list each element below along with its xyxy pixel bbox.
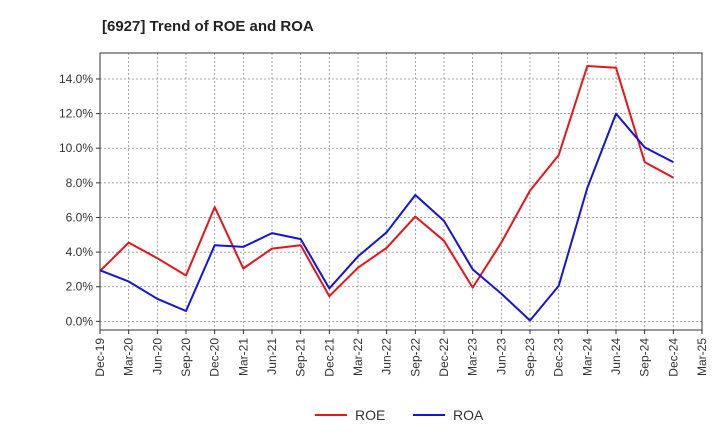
- grid-lines: [100, 53, 702, 330]
- y-tick-label: 10.0%: [59, 141, 93, 155]
- plot-frame: [99, 52, 703, 331]
- x-tick-label: Dec-22: [437, 338, 451, 377]
- series-line-roa: [99, 112, 674, 322]
- x-tick-label: Dec-24: [666, 338, 680, 377]
- legend: ROE ROA: [315, 407, 484, 423]
- x-tick-label: Sep-24: [638, 338, 652, 377]
- x-tick-label: Sep-20: [179, 338, 193, 377]
- y-tick-label: 0.0%: [66, 314, 94, 328]
- x-tick-label: Dec-23: [552, 338, 566, 377]
- series-layer: [99, 65, 674, 322]
- y-tick-label: 8.0%: [66, 176, 94, 190]
- x-tick-label: Dec-19: [93, 338, 107, 377]
- x-tick-label: Sep-21: [294, 338, 308, 377]
- axes: 0.0% 2.0% 4.0% 6.0% 8.0% 10.0% 12.0% 14.0% Dec-1…: [59, 52, 709, 377]
- x-tick-label: Mar-22: [351, 338, 365, 376]
- plot-area: [100, 53, 702, 330]
- x-tick-label: Jun-23: [494, 338, 508, 375]
- x-tick-label: Jun-21: [265, 338, 279, 375]
- x-tick-label: Sep-22: [408, 338, 422, 377]
- series-line-roe: [99, 65, 674, 298]
- chart-title: [6927] Trend of ROE and ROA: [102, 18, 314, 35]
- y-tick-label: 2.0%: [66, 280, 94, 294]
- x-tick-label: Mar-23: [466, 338, 480, 376]
- y-tick-label: 14.0%: [59, 72, 93, 86]
- x-tick-label: Dec-20: [208, 338, 222, 377]
- x-tick-label: Sep-23: [523, 338, 537, 377]
- x-tick-label: Jun-20: [150, 338, 164, 375]
- x-tick-label: Dec-21: [322, 338, 336, 377]
- x-tick-label: Mar-21: [236, 338, 250, 376]
- legend-label-roe: ROE: [355, 407, 385, 423]
- y-tick-label: 12.0%: [59, 107, 93, 121]
- legend-label-roa: ROA: [453, 407, 484, 423]
- x-tick-label: Mar-20: [122, 338, 136, 376]
- x-tick-label: Mar-24: [580, 338, 594, 376]
- x-tick-label: Mar-25: [695, 338, 709, 376]
- y-tick-label: 4.0%: [66, 245, 94, 259]
- x-tick-label: Jun-22: [380, 338, 394, 375]
- y-tick-label: 6.0%: [66, 210, 94, 224]
- x-tick-label: Jun-24: [609, 338, 623, 375]
